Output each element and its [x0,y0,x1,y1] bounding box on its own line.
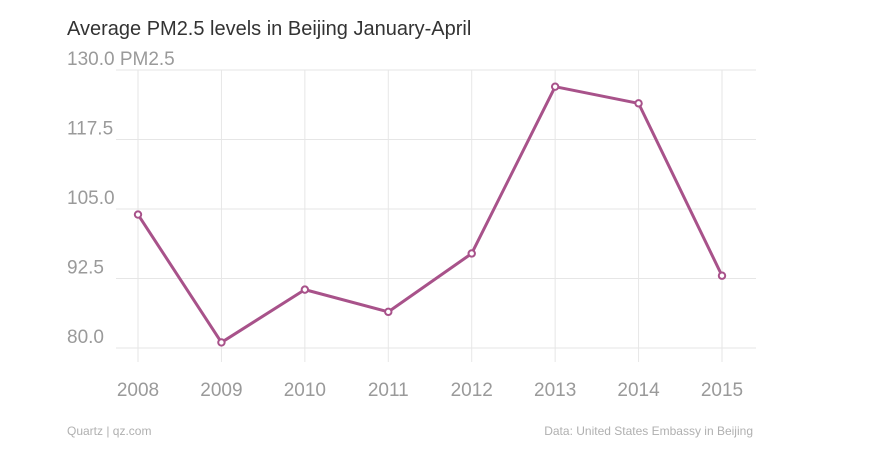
data-point [550,82,560,91]
data-point [133,210,143,219]
x-tick-label: 2015 [701,380,743,401]
x-tick-label: 2014 [617,380,660,401]
x-tick-label: 2012 [451,380,493,401]
chart-title: Average PM2.5 levels in Beijing January-… [67,18,472,40]
x-tick-label: 2009 [200,380,242,401]
data-point [634,99,643,108]
y-tick-label: 80.0 [67,327,104,348]
series-line [136,85,724,344]
y-tick-label: 92.5 [67,258,104,279]
data-point [384,307,393,317]
data-point [217,338,226,347]
x-tick-label: 2011 [368,380,409,401]
x-tick-label: 2010 [284,380,326,401]
source-credit: Quartz | qz.com [67,424,152,438]
data-point [717,271,727,280]
data-point [467,249,476,258]
data-point [300,285,310,294]
y-tick-label: 117.5 [67,119,113,140]
x-tick-label: 2008 [117,380,159,401]
data-source-note: Data: United States Embassy in Beijing [544,424,753,438]
y-tick-label: 130.0 PM2.5 [67,49,175,70]
x-tick-label: 2013 [534,380,576,401]
y-tick-label: 105.0 [67,188,115,209]
